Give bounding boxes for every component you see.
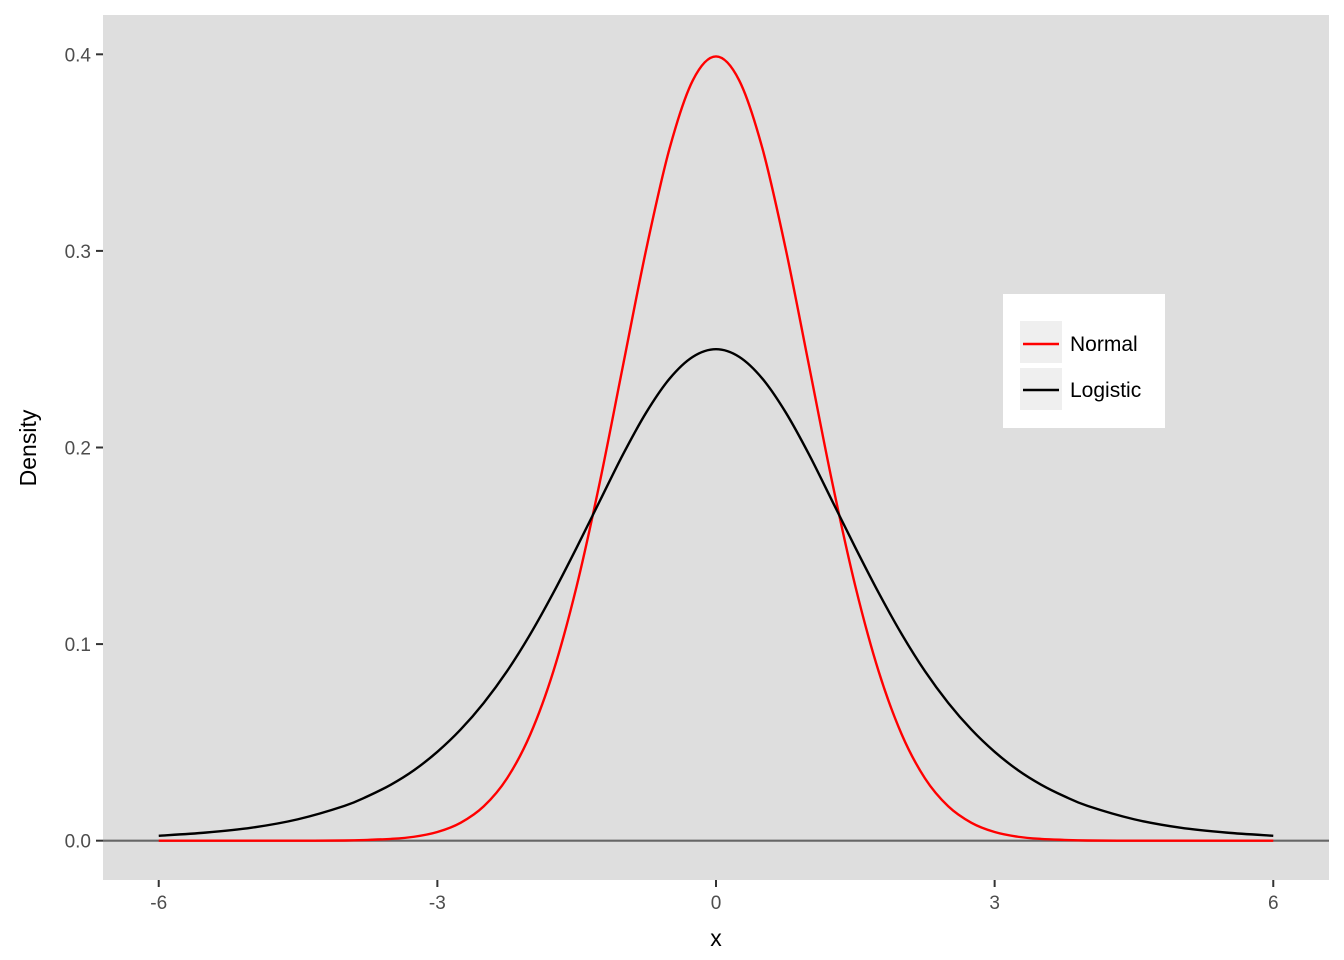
y-axis-title: Density — [15, 409, 41, 486]
y-axis: 0.0 0.1 0.2 0.3 0.4 — [65, 45, 103, 853]
y-tick-label: 0.0 — [65, 832, 91, 853]
x-tick-label: 3 — [989, 893, 1000, 914]
legend-label-logistic: Logistic — [1070, 379, 1141, 402]
y-tick-label: 0.1 — [65, 635, 91, 656]
x-tick-label: 0 — [711, 893, 722, 914]
x-axis-title: x — [710, 925, 722, 951]
y-tick-label: 0.4 — [65, 45, 92, 66]
legend: Normal Logistic — [1003, 294, 1165, 428]
y-tick-label: 0.3 — [65, 242, 91, 263]
series-line-normal — [158, 55, 1274, 842]
plot-panel — [103, 15, 1329, 880]
x-tick-label: -3 — [429, 893, 446, 914]
legend-key-normal — [1020, 321, 1062, 363]
x-tick-label: 6 — [1268, 893, 1279, 914]
series-layer — [103, 55, 1329, 842]
y-tick-label: 0.2 — [65, 439, 91, 460]
series-line-logistic — [158, 348, 1274, 837]
x-tick-label: -6 — [150, 893, 167, 914]
legend-label-normal: Normal — [1070, 333, 1138, 356]
x-axis: -6 -3 0 3 6 — [150, 880, 1279, 914]
